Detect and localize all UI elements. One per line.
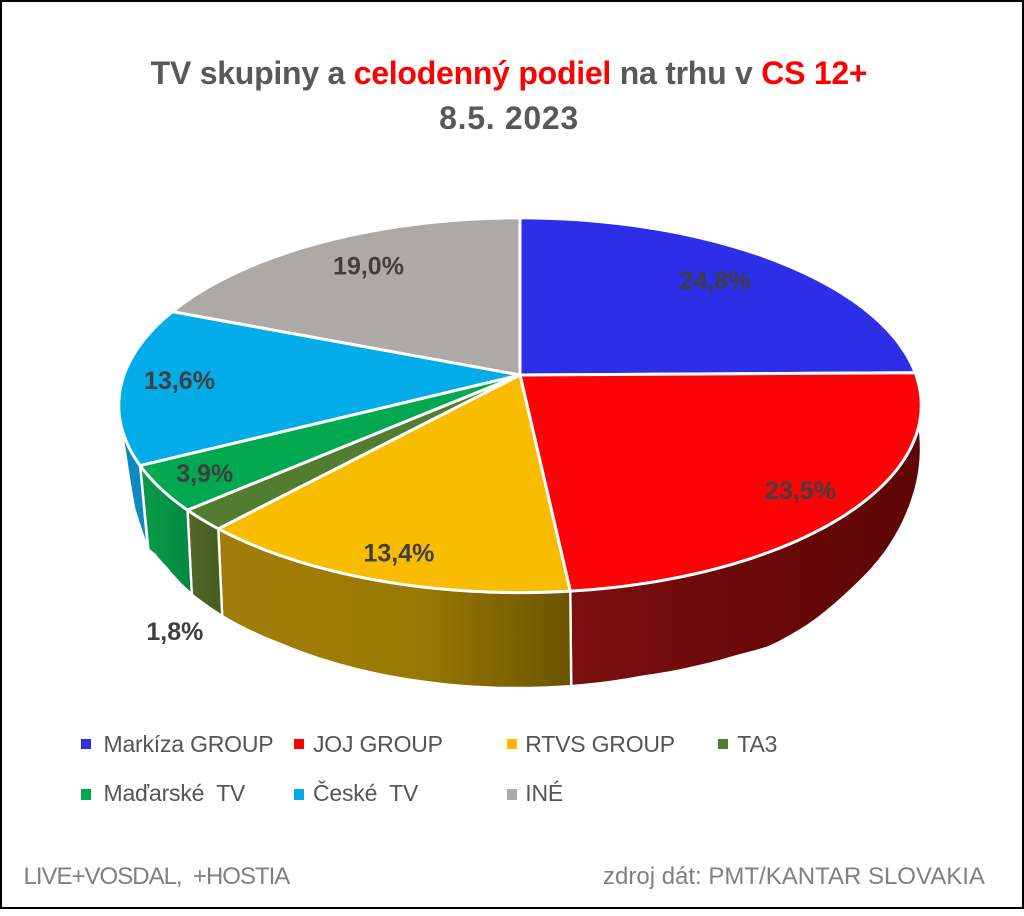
svg-text:3,9%: 3,9%: [176, 460, 233, 488]
svg-text:24,8%: 24,8%: [680, 267, 751, 295]
svg-text:23,5%: 23,5%: [765, 477, 836, 505]
svg-text:1,8%: 1,8%: [146, 618, 203, 646]
svg-text:19,0%: 19,0%: [333, 253, 404, 281]
svg-text:13,6%: 13,6%: [144, 367, 215, 395]
svg-text:13,4%: 13,4%: [363, 540, 434, 568]
